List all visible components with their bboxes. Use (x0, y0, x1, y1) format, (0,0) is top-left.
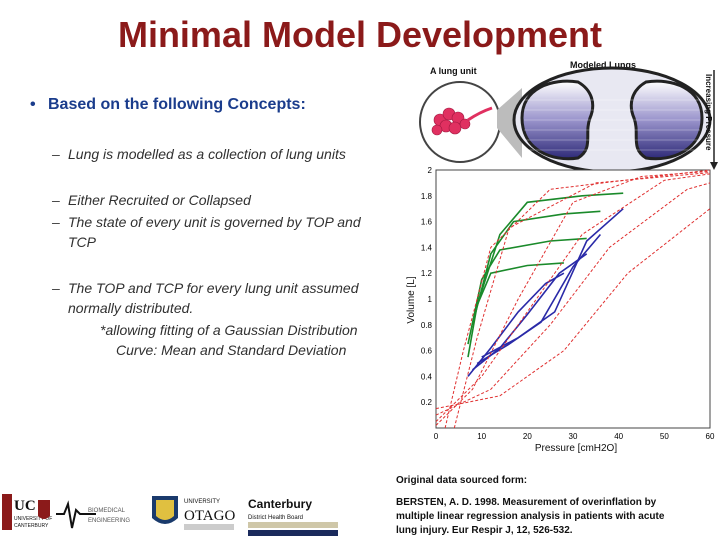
series-line-red-dashed (444, 169, 711, 429)
callout-wedge (497, 88, 522, 158)
subbullet-mean-sd: Curve: Mean and Standard Deviation (116, 342, 347, 358)
subbullet-recruited: – Either Recruited or Collapsed (52, 190, 251, 210)
subbullet-text: The TOP and TCP for every lung unit assu… (68, 280, 359, 316)
bullet-dot: • (30, 96, 36, 113)
svg-text:OTAGO: OTAGO (184, 508, 235, 524)
series-line-blue (467, 272, 565, 377)
lung-unit-label: A lung unit (430, 66, 477, 76)
x-tick-label: 40 (614, 432, 623, 441)
svg-text:UNIVERSITY OF: UNIVERSITY OF (14, 516, 52, 522)
pressure-arrow-label: Increasing Pressure (704, 74, 713, 151)
x-tick-label: 10 (477, 432, 486, 441)
dash-marker: – (52, 146, 60, 162)
svg-text:District Health Board: District Health Board (248, 515, 303, 521)
subbullet-top-tcp: – The state of every unit is governed by… (52, 212, 388, 252)
x-tick-label: 20 (523, 432, 532, 441)
lung-model-figure: A lung unit Modeled Lungs Increasing Pre… (406, 60, 718, 454)
series-line-green (467, 262, 564, 358)
y-tick-label: 1.4 (421, 243, 433, 252)
y-tick-label: 1.2 (421, 269, 433, 278)
main-bullet: • Based on the following Concepts: (30, 96, 306, 114)
pressure-volume-chart: 0.2 0.4 0.6 0.8 1 1.2 1.4 1.6 1.8 2 0 10 20 30 40 50 60… (406, 166, 715, 454)
citation-line: BERSTEN, A. D. 1998. Measurement of over… (396, 497, 657, 508)
y-tick-label: 0.6 (421, 347, 433, 356)
dash-marker: – (52, 280, 60, 296)
increasing-pressure-arrow-icon (710, 70, 718, 170)
x-tick-label: 50 (660, 432, 669, 441)
biomedical-engineering-logo: BIOMEDICAL ENGINEERING (56, 500, 130, 529)
modeled-lungs-label: Modeled Lungs (570, 60, 636, 70)
series-line-red-dashed (435, 173, 711, 422)
svg-text:UC: UC (14, 498, 36, 514)
y-axis-label: Volume [L] (406, 276, 417, 323)
svg-text:Canterbury: Canterbury (248, 497, 312, 511)
x-tick-label: 30 (569, 432, 578, 441)
series-line-green (467, 237, 587, 345)
y-tick-label: 0.8 (421, 321, 433, 330)
subbullet-text: The state of every unit is governed by T… (68, 214, 361, 250)
modeled-lungs-icon (512, 66, 712, 174)
series-line-red-dashed (453, 172, 711, 429)
alveoli-icon (431, 106, 493, 136)
series-line-red-dashed (435, 170, 711, 426)
citation-line: lung injury. Eur Respir J, 12, 526-532. (396, 525, 573, 536)
x-tick-label: 60 (706, 432, 715, 441)
y-tick-label: 0.2 (421, 398, 433, 407)
y-tick-label: 2 (428, 166, 433, 175)
x-axis-label: Pressure [cmH2O] (535, 443, 617, 454)
otago-logo: UNIVERSITY OTAGO (152, 496, 235, 530)
logo-row: UC UNIVERSITY OF CANTERBURY BIOMEDICAL E… (2, 494, 338, 536)
slide-title: Minimal Model Development (117, 14, 603, 55)
citation: BERSTEN, A. D. 1998. Measurement of over… (396, 496, 716, 538)
dash-marker: – (52, 192, 60, 208)
y-tick-label: 1.8 (421, 192, 433, 201)
series-line-blue (481, 208, 624, 358)
subbullet-lung-units: – Lung is modelled as a collection of lu… (52, 144, 346, 164)
source-heading: Original data sourced form: (396, 475, 528, 486)
citation-line: multiple linear regression analysis in p… (396, 511, 665, 522)
svg-text:CANTERBURY: CANTERBURY (14, 523, 49, 529)
y-tick-label: 1.6 (421, 218, 433, 227)
canterbury-dhb-logo: Canterbury District Health Board (248, 497, 338, 536)
series-line-green (471, 210, 601, 325)
subbullet-gaussian: *allowing fitting of a Gaussian Distribu… (100, 322, 358, 338)
svg-text:BIOMEDICAL: BIOMEDICAL (88, 508, 126, 514)
dash-marker: – (52, 214, 60, 230)
subbullet-text: Either Recruited or Collapsed (68, 192, 251, 208)
x-tick-label: 0 (434, 432, 439, 441)
y-tick-label: 0.4 (421, 372, 433, 381)
svg-text:ENGINEERING: ENGINEERING (88, 518, 130, 524)
series-line-red-dashed (435, 182, 711, 416)
uc-logo: UC UNIVERSITY OF CANTERBURY (2, 494, 52, 530)
y-tick-label: 1 (428, 295, 433, 304)
svg-text:UNIVERSITY: UNIVERSITY (184, 499, 220, 505)
subbullet-normal-dist: – The TOP and TCP for every lung unit as… (52, 278, 388, 318)
subbullet-text: Lung is modelled as a collection of lung… (68, 146, 346, 162)
series-line-green (476, 192, 624, 306)
bullet-text: Based on the following Concepts: (48, 96, 306, 113)
